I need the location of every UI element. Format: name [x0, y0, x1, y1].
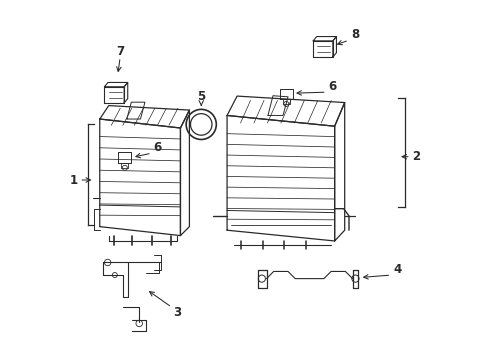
Text: 3: 3: [173, 306, 182, 319]
Text: 1: 1: [70, 174, 77, 186]
Text: 4: 4: [393, 263, 401, 276]
Text: 5: 5: [197, 90, 205, 103]
Text: 6: 6: [153, 141, 162, 154]
Text: 6: 6: [329, 80, 337, 93]
Text: 8: 8: [351, 28, 359, 41]
Text: 2: 2: [413, 150, 420, 163]
Text: 7: 7: [116, 45, 124, 58]
